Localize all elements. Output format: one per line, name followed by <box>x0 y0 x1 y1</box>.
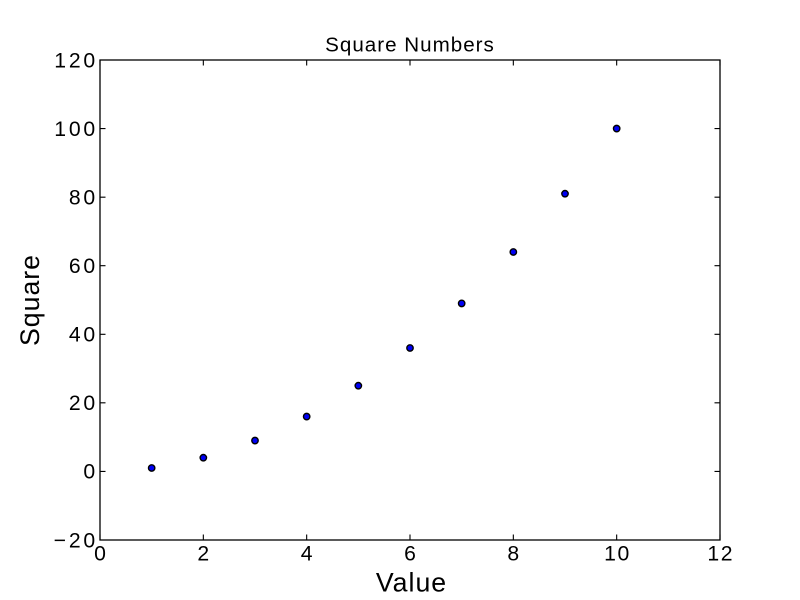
svg-text:Square: Square <box>15 254 45 346</box>
svg-text:2: 2 <box>197 543 210 566</box>
svg-text:120: 120 <box>54 49 98 72</box>
svg-text:6: 6 <box>404 543 417 566</box>
svg-text:0: 0 <box>83 461 98 484</box>
svg-text:100: 100 <box>54 118 98 141</box>
svg-text:20: 20 <box>69 392 98 415</box>
svg-text:Value: Value <box>376 568 447 598</box>
svg-text:40: 40 <box>69 324 98 347</box>
svg-text:Square Numbers: Square Numbers <box>325 34 495 57</box>
svg-text:80: 80 <box>69 186 98 209</box>
svg-text:−20: −20 <box>54 529 98 552</box>
svg-text:10: 10 <box>604 543 631 566</box>
svg-text:60: 60 <box>69 255 98 278</box>
svg-text:0: 0 <box>94 543 107 566</box>
svg-text:4: 4 <box>301 543 314 566</box>
svg-text:8: 8 <box>507 543 520 566</box>
svg-text:12: 12 <box>707 543 734 566</box>
